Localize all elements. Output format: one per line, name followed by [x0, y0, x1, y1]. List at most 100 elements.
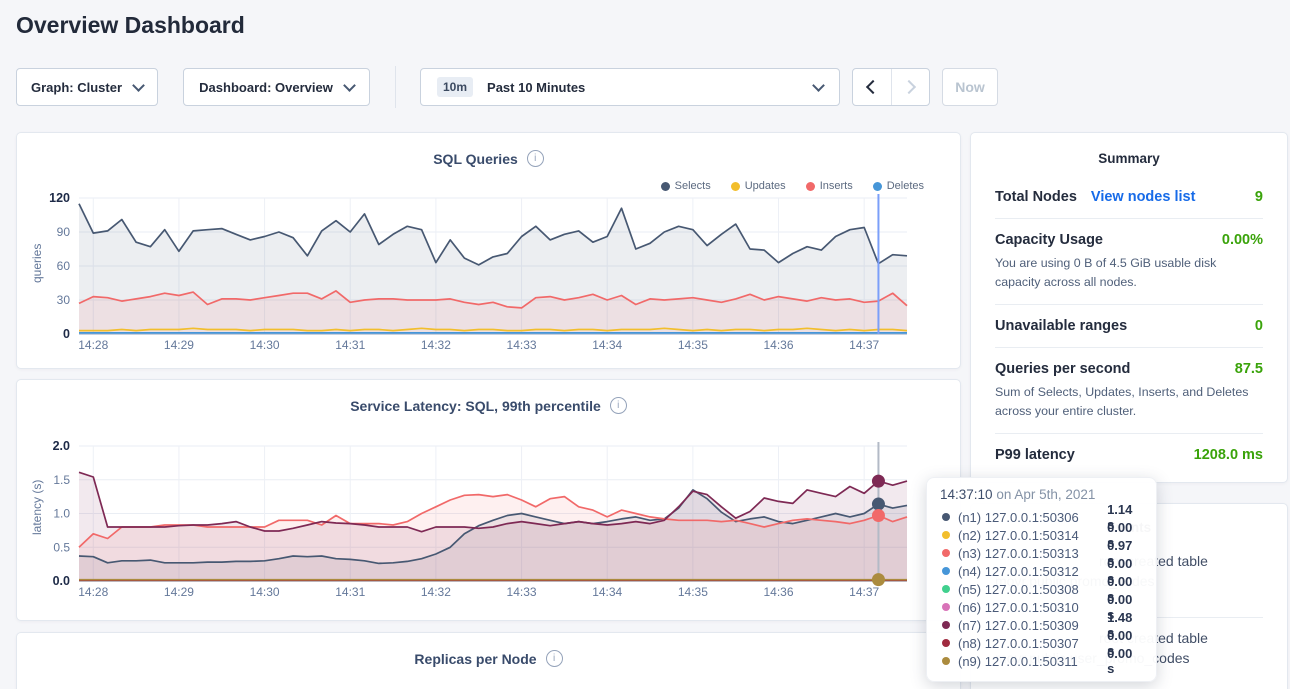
svg-text:30: 30 [57, 293, 71, 307]
toolbar-divider [395, 66, 396, 108]
svg-text:14:35: 14:35 [678, 338, 708, 352]
tooltip-rows: (n1) 127.0.0.1:503061.14 s(n2) 127.0.0.1… [940, 508, 1143, 670]
series-dot-icon [942, 621, 950, 629]
view-nodes-list-link[interactable]: View nodes list [1091, 189, 1196, 205]
prev-range-button[interactable] [853, 69, 892, 105]
graph-dropdown[interactable]: Graph: Cluster [16, 68, 158, 106]
chevron-down-icon [812, 79, 825, 92]
legend-item-deletes[interactable]: Deletes [873, 180, 924, 192]
svg-text:14:32: 14:32 [421, 585, 451, 599]
svg-text:14:31: 14:31 [335, 585, 365, 599]
svg-text:14:37: 14:37 [849, 338, 879, 352]
total-nodes-value: 9 [1255, 189, 1263, 205]
chart-title-row: Replicas per Node i [17, 633, 960, 667]
page-title: Overview Dashboard [16, 12, 245, 39]
time-range-badge: 10m [437, 77, 473, 97]
legend-dot [873, 182, 882, 191]
summary-panel: Summary Total Nodes View nodes list 9 Ca… [970, 132, 1288, 483]
qps-value: 87.5 [1235, 361, 1263, 377]
svg-text:14:31: 14:31 [335, 338, 365, 352]
sql-queries-chart-title: SQL Queries [433, 151, 518, 167]
svg-text:14:32: 14:32 [421, 338, 451, 352]
tooltip-time: 14:37:10 [940, 487, 993, 502]
next-range-button[interactable] [892, 69, 930, 105]
capacity-description: You are using 0 B of 4.5 GiB usable disk… [995, 254, 1263, 291]
svg-text:14:30: 14:30 [250, 585, 280, 599]
capacity-label: Capacity Usage [995, 232, 1103, 248]
p99-label: P99 latency [995, 447, 1075, 463]
series-dot-icon [942, 531, 950, 539]
info-icon[interactable]: i [546, 650, 563, 667]
now-button-label: Now [955, 79, 985, 95]
service-latency-chart-title: Service Latency: SQL, 99th percentile [350, 398, 601, 414]
svg-text:14:29: 14:29 [164, 585, 194, 599]
chevron-down-icon [343, 79, 356, 92]
time-range-dropdown[interactable]: 10m Past 10 Minutes [420, 68, 840, 106]
svg-text:14:28: 14:28 [78, 338, 108, 352]
chart-legend: Selects Updates Inserts Deletes [661, 180, 924, 192]
unavailable-ranges-value: 0 [1255, 318, 1263, 334]
sql-queries-plot[interactable]: 0 30 60 90 120 14:28 14:29 14:30 14:31 14:32 14:33… [17, 193, 960, 365]
info-icon[interactable]: i [610, 397, 627, 414]
svg-text:14:35: 14:35 [678, 585, 708, 599]
unavailable-ranges-label: Unavailable ranges [995, 318, 1127, 334]
series-dot-icon [942, 549, 950, 557]
summary-row-qps: Queries per second 87.5 Sum of Selects, … [995, 348, 1263, 434]
chart-title-row: SQL Queries i [17, 133, 960, 167]
svg-text:60: 60 [57, 259, 71, 273]
svg-text:120: 120 [49, 193, 70, 205]
svg-text:14:33: 14:33 [507, 338, 537, 352]
legend-dot [806, 182, 815, 191]
summary-row-capacity: Capacity Usage 0.00% You are using 0 B o… [995, 219, 1263, 305]
svg-text:14:29: 14:29 [164, 338, 194, 352]
tooltip-date: on Apr 5th, 2021 [996, 487, 1095, 502]
service-latency-plot[interactable]: 0.00.51.01.52.014:2814:2914:3014:3114:32… [17, 432, 960, 614]
qps-description: Sum of Selects, Updates, Inserts, and De… [995, 383, 1263, 420]
series-dot-icon [942, 585, 950, 593]
legend-dot [731, 182, 740, 191]
summary-row-unavailable-ranges: Unavailable ranges 0 [995, 305, 1263, 348]
series-dot-icon [942, 513, 950, 521]
legend-item-selects[interactable]: Selects [661, 180, 711, 192]
svg-text:14:37: 14:37 [849, 585, 879, 599]
qps-label: Queries per second [995, 361, 1130, 377]
sql-queries-chart-card: SQL Queries i Selects Updates Inserts Delet… [16, 132, 961, 369]
summary-row-total-nodes: Total Nodes View nodes list 9 [995, 176, 1263, 219]
time-range-label: Past 10 Minutes [487, 80, 585, 95]
now-button[interactable]: Now [942, 68, 998, 106]
series-dot-icon [942, 603, 950, 611]
svg-text:14:30: 14:30 [250, 338, 280, 352]
legend-dot [661, 182, 670, 191]
chevron-left-icon [866, 80, 880, 94]
graph-dropdown-label: Graph: Cluster [31, 80, 122, 95]
replicas-per-node-chart-card: Replicas per Node i [16, 632, 961, 689]
series-dot-icon [942, 639, 950, 647]
overview-dashboard-page: Overview Dashboard Graph: Cluster Dashbo… [0, 0, 1290, 689]
svg-text:2.0: 2.0 [53, 439, 70, 453]
chart-tooltip: 14:37:10 on Apr 5th, 2021 (n1) 127.0.0.1… [926, 477, 1157, 682]
svg-text:90: 90 [57, 225, 71, 239]
time-range-arrows [852, 68, 930, 106]
series-dot-icon [942, 657, 950, 665]
chart-title-row: Service Latency: SQL, 99th percentile i [17, 380, 960, 414]
svg-text:0: 0 [63, 327, 70, 341]
info-icon[interactable]: i [527, 150, 544, 167]
total-nodes-label: Total Nodes [995, 189, 1077, 205]
series-dot-icon [942, 567, 950, 575]
svg-text:14:28: 14:28 [78, 585, 108, 599]
legend-item-updates[interactable]: Updates [731, 180, 786, 192]
capacity-value: 0.00% [1222, 232, 1263, 248]
dashboard-dropdown-label: Dashboard: Overview [199, 80, 333, 95]
svg-text:1.0: 1.0 [53, 507, 70, 521]
svg-text:14:34: 14:34 [592, 338, 622, 352]
service-latency-chart-card: Service Latency: SQL, 99th percentile i … [16, 379, 961, 621]
p99-value: 1208.0 ms [1194, 447, 1263, 463]
dashboard-dropdown[interactable]: Dashboard: Overview [183, 68, 370, 106]
svg-text:1.5: 1.5 [53, 473, 70, 487]
summary-title: Summary [971, 133, 1287, 176]
legend-item-inserts[interactable]: Inserts [806, 180, 853, 192]
tooltip-timestamp: 14:37:10 on Apr 5th, 2021 [940, 487, 1143, 502]
svg-text:0.0: 0.0 [53, 574, 70, 588]
svg-text:14:33: 14:33 [507, 585, 537, 599]
replicas-chart-title: Replicas per Node [414, 651, 536, 667]
